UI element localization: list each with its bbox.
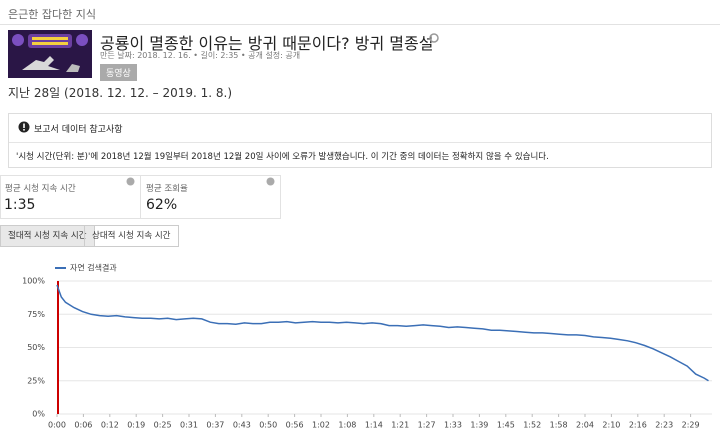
x-tick-label: 1:02 [312,421,330,430]
x-tick-label: 1:58 [550,421,568,430]
x-tick-label: 1:52 [523,421,541,430]
x-tick-label: 1:21 [391,421,409,430]
x-tick-label: 1:08 [338,421,356,430]
y-tick-label: 0% [32,410,45,419]
notice-icon [18,121,30,133]
x-tick-label: 0:12 [101,421,119,430]
x-tick-label: 1:33 [444,421,462,430]
x-tick-label: 0:43 [233,421,251,430]
tab[interactable]: 상대적 시청 지속 시간 [84,225,179,247]
y-tick-label: 25% [27,376,45,385]
breadcrumb[interactable]: 은근한 잡다한 지식 [8,8,96,21]
x-tick-label: 2:23 [655,421,673,430]
x-tick-label: 1:14 [365,421,383,430]
x-tick-label: 1:39 [470,421,488,430]
video-title[interactable]: 공룡이 멸종한 이유는 방귀 때문이다? 방귀 멸종설 [100,34,434,53]
x-tick-label: 1:45 [497,421,515,430]
notice-text: '시청 시간(단위: 분)'에 2018년 12월 19일부터 2018년 12… [16,152,549,162]
metric-label: 평균 시청 지속 시간 [5,184,76,194]
divider [9,142,711,143]
notice-box [8,113,712,168]
x-tick-label: 0:50 [259,421,277,430]
x-tick-label: 0:31 [180,421,198,430]
x-tick-label: 0:25 [154,421,172,430]
date-range: 지난 28일 (2018. 12. 12. – 2019. 1. 8.) [8,86,233,100]
x-tick-label: 0:56 [286,421,304,430]
metric-value: 1:35 [4,197,36,213]
help-icon[interactable] [266,177,275,186]
legend-label: 자연 검색결과 [70,263,117,273]
notice-title: 보고서 데이터 참고사항 [34,125,123,135]
video-badge: 동영상 [100,64,137,81]
series-line [56,284,709,382]
x-tick-label: 2:29 [682,421,700,430]
x-tick-label: 0:06 [74,421,92,430]
x-tick-label: 0:00 [48,421,66,430]
y-tick-label: 50% [27,343,45,352]
tab[interactable]: 절대적 시청 지속 시간 [0,225,95,247]
x-tick-label: 1:27 [418,421,436,430]
chart: 0% 25% 50% 75% 100% 0:00 0:06 0:12 0:19 0:25 0:31 0… [22,263,712,430]
thumbnail [8,30,92,78]
x-tick-label: 0:37 [206,421,224,430]
y-tick-label: 75% [27,310,45,319]
help-icon[interactable] [126,177,135,186]
separator [0,24,720,25]
x-tick-label: 2:10 [602,421,620,430]
metric-card [140,175,281,219]
x-tick-label: 2:16 [629,421,647,430]
x-tick-label: 2:04 [576,421,594,430]
metric-value: 62% [146,197,178,213]
metric-label: 평균 조회율 [146,184,188,194]
video-meta: 만든 날짜: 2018. 12. 16. • 길이: 2:35 • 공개 설정:… [100,51,301,60]
x-tick-label: 0:19 [127,421,145,430]
link-icon[interactable] [428,32,440,44]
y-tick-label: 100% [22,277,45,286]
